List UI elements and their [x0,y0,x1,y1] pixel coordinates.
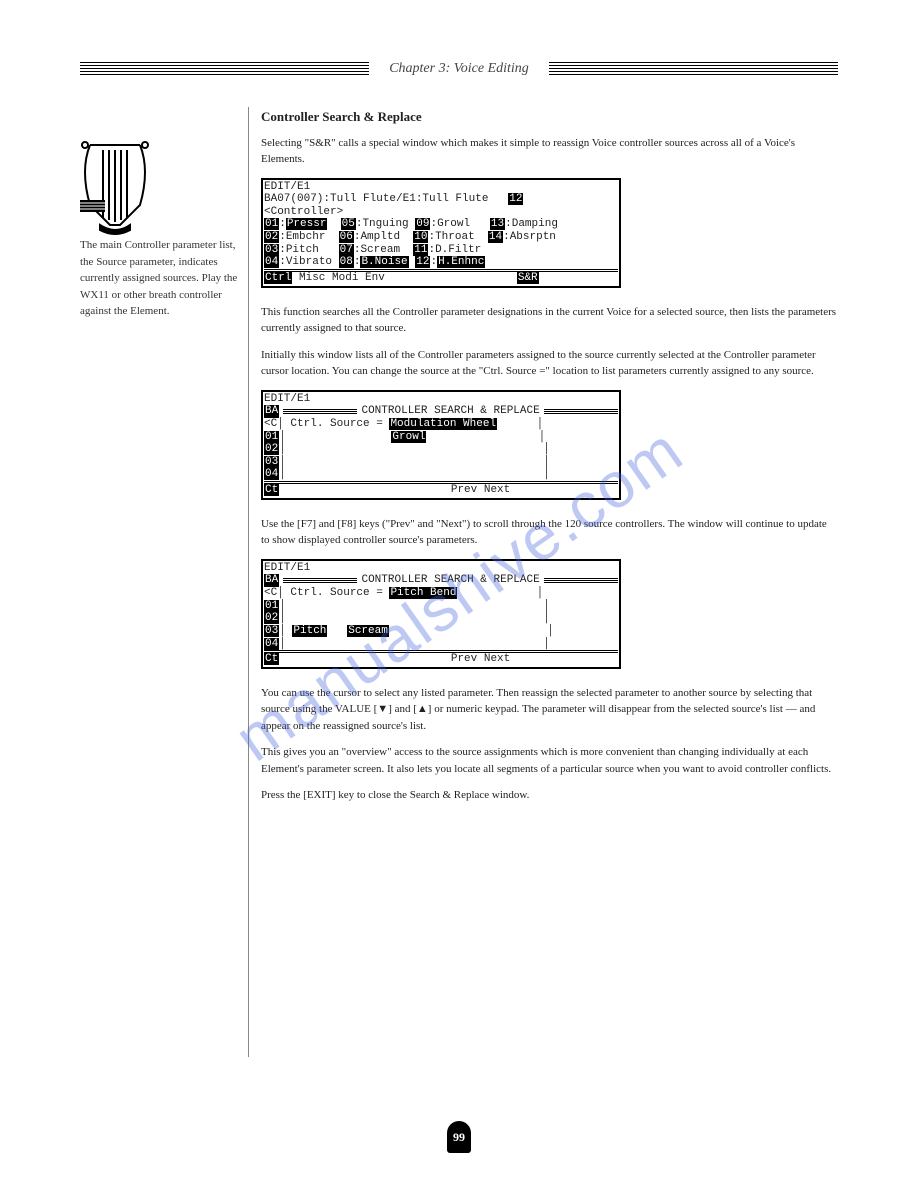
para-2: Initially this window lists all of the C… [261,347,838,380]
section-title: Controller Search & Replace [261,107,838,127]
para-4: You can use the cursor to select any lis… [261,685,838,735]
lcd-screen-2: EDIT/E1 BA CONTROLLER SEARCH & REPLACE <… [261,390,621,500]
sidebar-text: The main Controller parameter list, the … [80,237,240,320]
page-number: 99 [447,1121,471,1153]
intro-para: Selecting "S&R" calls a special window w… [261,135,838,168]
lcd-screen-3: EDIT/E1 BA CONTROLLER SEARCH & REPLACE <… [261,559,621,669]
chapter-title: Chapter 3: Voice Editing [369,61,549,77]
sidebar-note: The main Controller parameter list, the … [80,107,240,1057]
lyre-icon [75,130,155,240]
column-divider [248,107,249,1057]
para-5: This gives you an "overview" access to t… [261,744,838,777]
para-1: This function searches all the Controlle… [261,304,838,337]
lcd-screen-1: EDIT/E1 BA07(007):Tull Flute/E1:Tull Flu… [261,178,621,288]
para-3: Use the [F7] and [F8] keys ("Prev" and "… [261,516,838,549]
header-rules: Chapter 3: Voice Editing [80,60,838,77]
para-6: Press the [EXIT] key to close the Search… [261,787,838,804]
